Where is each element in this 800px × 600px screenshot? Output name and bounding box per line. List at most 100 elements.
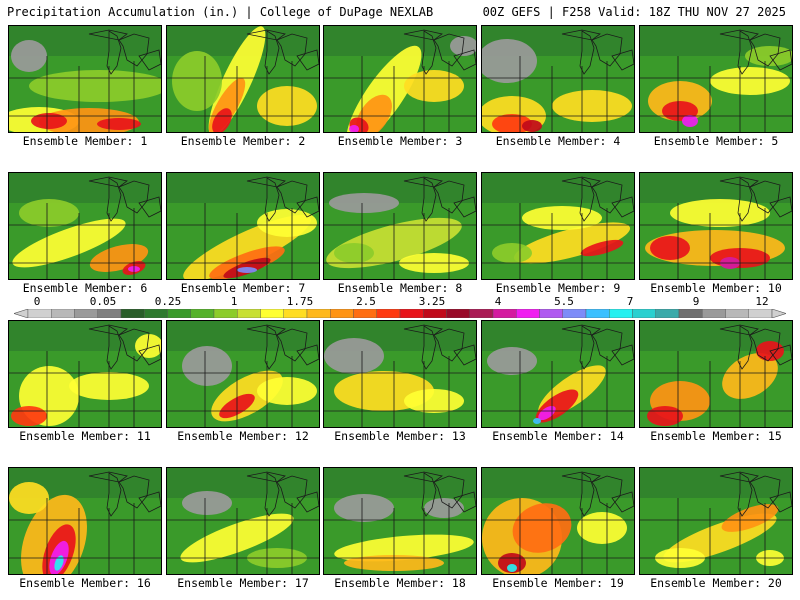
scale-swatch (678, 309, 703, 318)
precip-map-image (9, 468, 161, 574)
scale-swatch (283, 309, 308, 318)
precip-map (8, 320, 162, 428)
color-scale-legend: 0 0.05 0.25 1 1.75 2.5 3.25 4 5.5 7 9 12 (0, 296, 800, 318)
ensemble-member-label: Ensemble Member: 5 (653, 134, 779, 148)
precip-map-image (9, 173, 161, 279)
scale-tick-label: 5.5 (554, 295, 574, 308)
precip-map-image (640, 173, 792, 279)
scale-swatch (97, 309, 122, 318)
scale-swatch (213, 309, 238, 318)
scale-tick-label: 3.25 (418, 295, 446, 308)
ensemble-member-label: Ensemble Member: 15 (650, 429, 782, 443)
precip-map (166, 172, 320, 280)
scale-swatch (446, 309, 470, 318)
scale-swatch (27, 309, 52, 318)
scale-tick-label: 1 (230, 295, 238, 308)
precip-map-image (167, 173, 319, 279)
scale-swatch (562, 309, 587, 318)
precip-map-image (482, 321, 634, 427)
ensemble-member-label: Ensemble Member: 3 (337, 134, 463, 148)
run-valid-time: 00Z GEFS | F258 Valid: 18Z THU NOV 27 20… (482, 5, 786, 19)
scale-swatch (306, 309, 331, 318)
scale-swatch (74, 309, 98, 318)
scale-swatch (585, 309, 610, 318)
precip-map-image (640, 468, 792, 574)
precip-map (323, 172, 477, 280)
precip-map-image (324, 321, 476, 427)
scale-tick-label: 9 (692, 295, 700, 308)
precip-map (8, 467, 162, 575)
precip-map (639, 467, 793, 575)
ensemble-member-label: Ensemble Member: 19 (492, 576, 624, 590)
scale-swatch (632, 309, 656, 318)
scale-swatch (167, 309, 191, 318)
precip-map (639, 320, 793, 428)
scale-swatch (376, 309, 401, 318)
scale-swatch (492, 309, 517, 318)
chart-title: Precipitation Accumulation (in.) | Colle… (7, 5, 434, 19)
precip-map-image (482, 173, 634, 279)
precip-map-image (482, 26, 634, 132)
color-scale-bar (14, 309, 786, 318)
scale-swatch (144, 309, 168, 318)
precip-map-image (167, 321, 319, 427)
precip-map (323, 467, 477, 575)
scale-tick-label: 4 (494, 295, 502, 308)
ensemble-member-label: Ensemble Member: 20 (650, 576, 782, 590)
scale-swatch (609, 309, 633, 318)
precip-map-image (167, 468, 319, 574)
precip-map (481, 25, 635, 133)
scale-tick-label: 2.5 (356, 295, 376, 308)
precip-map-image (167, 26, 319, 132)
precip-map-image (482, 468, 634, 574)
ensemble-member-label: Ensemble Member: 12 (177, 429, 309, 443)
scale-swatch (702, 309, 726, 318)
precip-map (8, 25, 162, 133)
scale-swatch (516, 309, 540, 318)
scale-max-arrow (771, 309, 786, 318)
ensemble-member-label: Ensemble Member: 4 (495, 134, 621, 148)
precip-map (323, 25, 477, 133)
ensemble-member-label: Ensemble Member: 14 (492, 429, 624, 443)
ensemble-member-label: Ensemble Member: 17 (177, 576, 309, 590)
precip-map (639, 172, 793, 280)
ensemble-member-label: Ensemble Member: 18 (334, 576, 466, 590)
scale-tick-label: 12 (755, 295, 769, 308)
precip-map (166, 320, 320, 428)
ensemble-member-label: Ensemble Member: 6 (22, 281, 148, 295)
precip-map (166, 467, 320, 575)
precip-map (481, 467, 635, 575)
precip-map-image (9, 321, 161, 427)
precip-map-image (640, 321, 792, 427)
precip-map (481, 172, 635, 280)
ensemble-member-label: Ensemble Member: 10 (650, 281, 782, 295)
ensemble-member-label: Ensemble Member: 16 (19, 576, 151, 590)
scale-swatch (655, 309, 680, 318)
scale-tick-label: 1.75 (286, 295, 314, 308)
scale-swatch (51, 309, 75, 318)
scale-swatch (725, 309, 749, 318)
scale-swatch (330, 309, 354, 318)
scale-swatch (120, 309, 145, 318)
scale-swatch (399, 309, 424, 318)
precip-map-image (324, 173, 476, 279)
precip-map (481, 320, 635, 428)
ensemble-member-label: Ensemble Member: 13 (334, 429, 466, 443)
scale-min-arrow (14, 309, 29, 318)
ensemble-member-label: Ensemble Member: 11 (19, 429, 151, 443)
scale-swatch (469, 309, 494, 318)
precip-map-image (640, 26, 792, 132)
ensemble-member-label: Ensemble Member: 9 (495, 281, 621, 295)
scale-tick-label: 0 (33, 295, 41, 308)
ensemble-member-label: Ensemble Member: 2 (180, 134, 306, 148)
precip-map-image (324, 468, 476, 574)
precip-map (8, 172, 162, 280)
precip-map-image (9, 26, 161, 132)
scale-swatch (748, 309, 773, 318)
scale-tick-label: 0.05 (89, 295, 117, 308)
ensemble-member-label: Ensemble Member: 7 (180, 281, 306, 295)
ensemble-member-label: Ensemble Member: 1 (22, 134, 148, 148)
precip-map (639, 25, 793, 133)
scale-swatch (539, 309, 563, 318)
scale-swatch (353, 309, 377, 318)
